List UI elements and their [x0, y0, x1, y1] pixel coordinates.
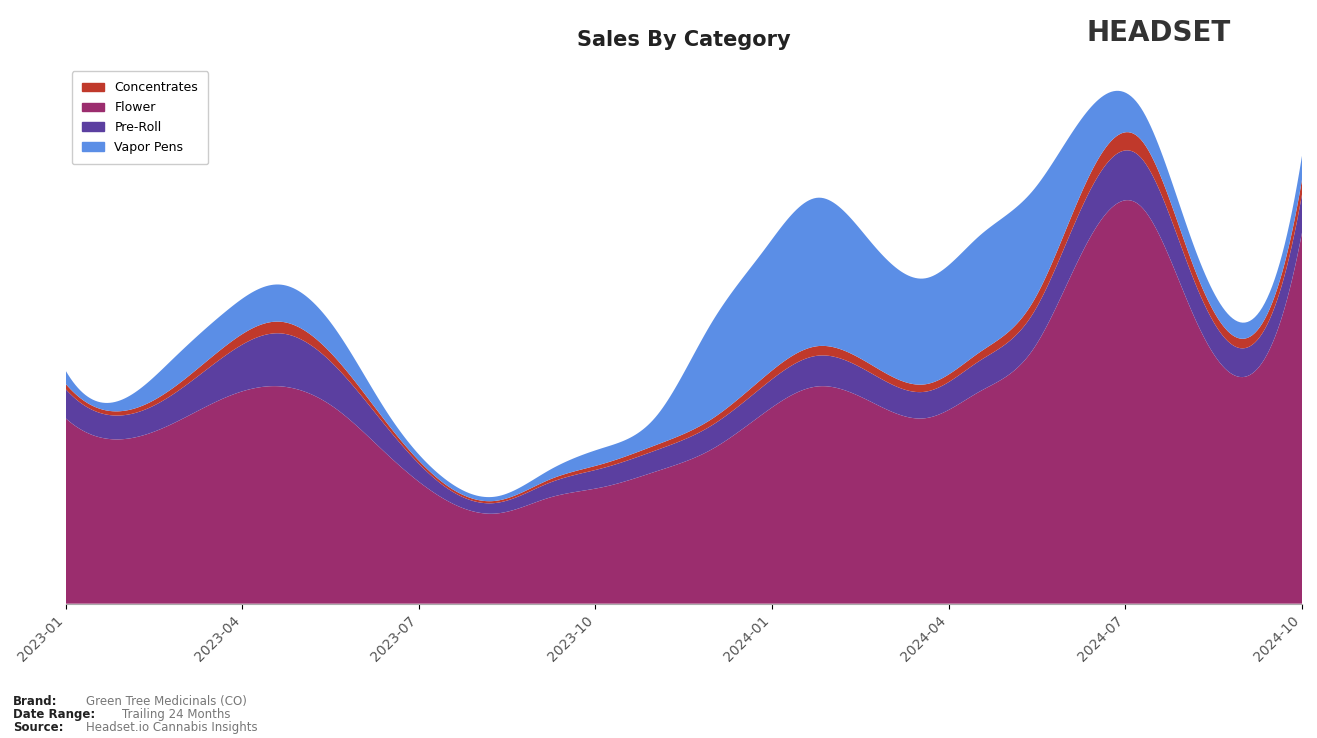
Text: Headset.io Cannabis Insights: Headset.io Cannabis Insights	[86, 721, 257, 734]
Title: Sales By Category: Sales By Category	[577, 30, 790, 49]
Text: HEADSET: HEADSET	[1087, 19, 1231, 47]
Text: Source:: Source:	[13, 721, 63, 734]
Text: Trailing 24 Months: Trailing 24 Months	[122, 708, 230, 721]
Legend: Concentrates, Flower, Pre-Roll, Vapor Pens: Concentrates, Flower, Pre-Roll, Vapor Pe…	[72, 72, 208, 164]
Text: Green Tree Medicinals (CO): Green Tree Medicinals (CO)	[86, 694, 246, 708]
Text: Brand:: Brand:	[13, 694, 58, 708]
Text: Date Range:: Date Range:	[13, 708, 95, 721]
